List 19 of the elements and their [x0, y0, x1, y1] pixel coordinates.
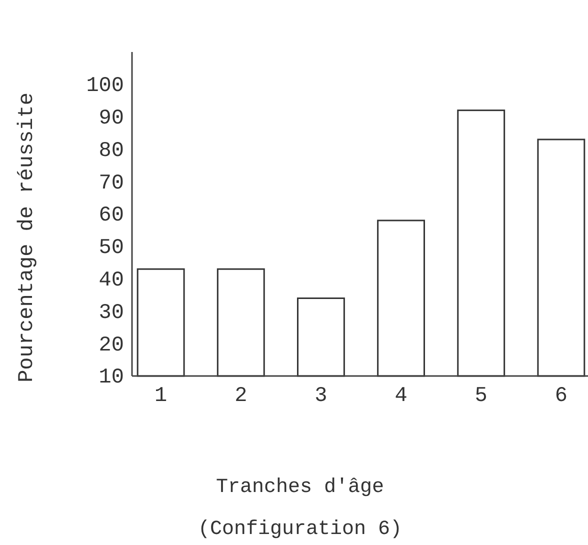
- x-axis-title: Tranches d'âge: [216, 476, 384, 499]
- x-tick-label: 3: [314, 384, 328, 408]
- text: (Configuration 6): [198, 518, 402, 541]
- y-tick-label: 50: [98, 237, 124, 260]
- y-tick-label: 40: [98, 270, 124, 293]
- x-tick-label: 1: [154, 384, 168, 408]
- y-axis-title: Pourcentage de réussite: [16, 92, 39, 382]
- y-tick-label: 60: [98, 204, 124, 228]
- x-tick-label: 2: [234, 384, 248, 408]
- y-tick-label: 10: [98, 366, 124, 390]
- y-tick-label: 100: [86, 75, 124, 98]
- y-tick-label: 70: [98, 172, 124, 196]
- y-tick-label: 90: [98, 108, 124, 131]
- y-tick-label: 80: [98, 140, 124, 163]
- x-tick-label: 5: [474, 384, 488, 408]
- y-tick-label: 20: [98, 334, 124, 358]
- x-tick-label: 4: [394, 384, 408, 408]
- x-tick-label: 6: [554, 384, 568, 408]
- y-tick-label: 30: [98, 302, 124, 325]
